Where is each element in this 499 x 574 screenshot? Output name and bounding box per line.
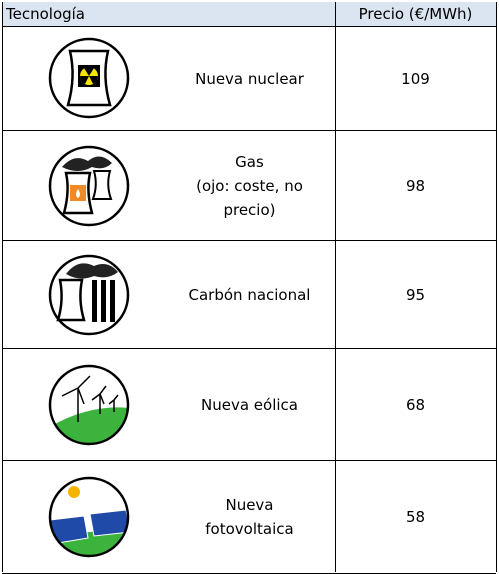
nuclear-icon: [48, 37, 130, 119]
border: [335, 2, 336, 572]
table-row: Carbón nacional 95: [2, 240, 496, 349]
coal-icon: [48, 254, 130, 336]
tech-name: Nueva fotovoltaica: [205, 496, 294, 538]
price: 58: [405, 508, 426, 526]
table-row: Nueva nuclear 109: [2, 26, 496, 131]
gas-icon: [48, 145, 130, 227]
tech-name: Gas (ojo: coste, no precio): [196, 153, 303, 219]
price: 98: [405, 177, 426, 195]
price: 95: [405, 286, 426, 304]
table-row: Nueva eólica 68: [2, 348, 496, 461]
price: 68: [405, 396, 426, 414]
border: [2, 2, 3, 572]
header-cell: Tecnología: [2, 2, 335, 26]
tech-name: Nueva nuclear: [195, 70, 304, 88]
table-row: Nueva fotovoltaica 58: [2, 460, 496, 574]
border: [496, 2, 497, 572]
table-row: Gas (ojo: coste, no precio) 98: [2, 130, 496, 241]
price: 109: [401, 70, 430, 88]
wind-icon: [48, 364, 130, 446]
header-cell: Precio (€/MWh): [335, 2, 496, 26]
solar-icon: [48, 476, 130, 558]
tech-name: Nueva eólica: [201, 396, 298, 414]
tech-name: Carbón nacional: [188, 286, 311, 304]
